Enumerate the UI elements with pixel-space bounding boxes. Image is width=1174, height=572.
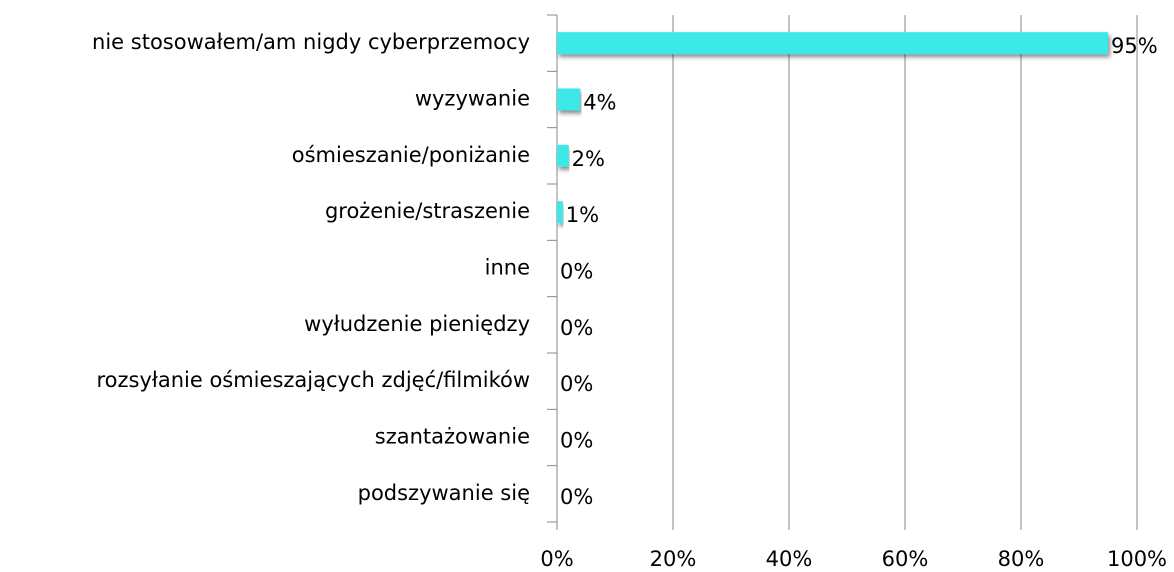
x-tick-label: 20% — [650, 547, 697, 571]
x-tick-label: 100% — [1107, 547, 1167, 571]
bar — [557, 201, 563, 224]
x-tick-label: 40% — [766, 547, 813, 571]
y-tick-label: szantażowanie — [375, 425, 530, 449]
x-tick-label: 60% — [882, 547, 929, 571]
data-label: 0% — [560, 260, 593, 284]
data-label: 95% — [1111, 34, 1158, 58]
x-tick-label: 80% — [998, 547, 1045, 571]
data-label: 0% — [560, 372, 593, 396]
bar — [557, 144, 569, 167]
y-tick-label: wyzywanie — [415, 87, 530, 111]
data-label: 0% — [560, 316, 593, 340]
x-tick-label: 0% — [540, 547, 573, 571]
data-label: 4% — [583, 91, 616, 115]
y-tick-label: nie stosowałem/am nigdy cyberprzemocy — [92, 30, 530, 54]
data-label: 0% — [560, 429, 593, 453]
y-tick-label: inne — [485, 256, 530, 280]
y-tick-label: ośmieszanie/poniżanie — [292, 143, 530, 167]
data-label: 1% — [566, 203, 599, 227]
y-tick-label: rozsyłanie ośmieszających zdjęć/filmików — [96, 368, 530, 392]
y-tick-label: podszywanie się — [358, 481, 530, 505]
bar — [557, 88, 581, 111]
data-label: 0% — [560, 485, 593, 509]
y-tick-label: wyłudzenie pieniędzy — [304, 312, 530, 336]
data-label: 2% — [572, 147, 605, 171]
bar — [557, 32, 1108, 55]
y-tick-label: grożenie/straszenie — [325, 199, 530, 223]
